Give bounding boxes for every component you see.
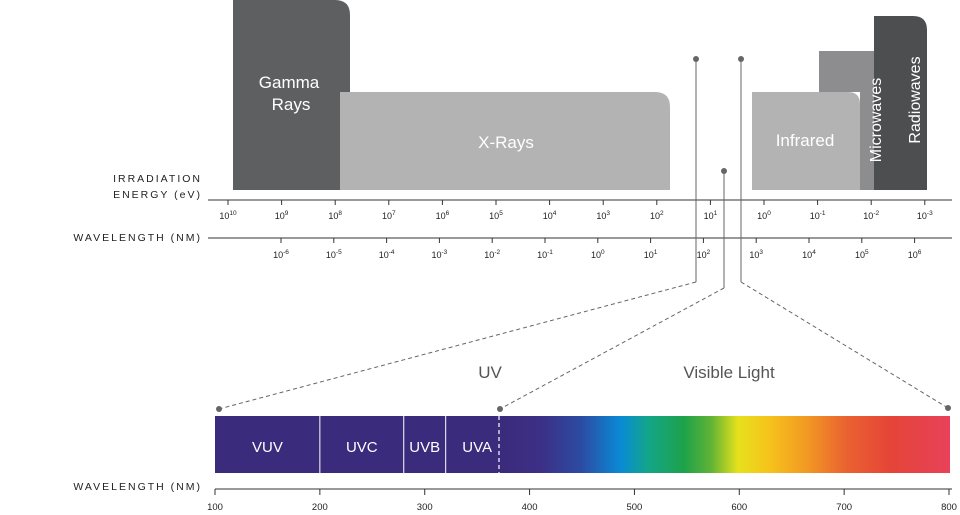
uv-band-label-uvb: UVB — [409, 439, 440, 456]
wavelength-axis-top-tick-label: 10-5 — [326, 249, 342, 260]
x-rays-band — [340, 92, 670, 190]
wavelength-axis-top-tick-label: 101 — [644, 249, 658, 260]
gamma-rays-band — [233, 0, 350, 190]
wavelength-axis-bottom-tick-label: 600 — [731, 502, 747, 513]
uv-leader-right — [499, 287, 725, 410]
uv-leader-left — [218, 281, 697, 410]
wavelength-axis-bottom-tick-label: 200 — [312, 502, 328, 513]
infrared-band — [752, 92, 860, 190]
gamma-rays-label-line2: Rays — [272, 95, 311, 114]
uv-band-label-vuv: VUV — [252, 439, 283, 456]
energy-axis-tick-label: 102 — [650, 210, 664, 221]
uv-marker-dot-left — [693, 56, 699, 62]
uv-end-dot — [497, 406, 503, 412]
uv-band-vuv — [215, 416, 320, 473]
wavelength-axis-bottom-ticks: 100 200 300 400 500 600 700 800 — [207, 489, 957, 513]
wavelength-axis-top-tick-label: 10-6 — [273, 249, 289, 260]
radiowaves-label: Radiowaves — [907, 56, 924, 143]
uv-callout — [218, 60, 949, 410]
energy-axis-tick-label: 104 — [543, 210, 557, 221]
uv-band-uvb — [403, 416, 446, 473]
wavelength-axis-bottom-tick-label: 400 — [522, 502, 538, 513]
infrared-label: Infrared — [776, 131, 835, 150]
visible-spectrum-gradient — [499, 416, 950, 473]
uv-bands: VUV UVC UVB UVA — [215, 416, 509, 473]
wavelength-axis-top-tick-label: 10-4 — [379, 249, 395, 260]
x-rays-label: X-Rays — [478, 133, 534, 152]
wavelength-axis-top-tick-label: 102 — [697, 249, 711, 260]
energy-axis-tick-label: 10-3 — [917, 210, 933, 221]
wavelength-axis-bottom-tick-label: 500 — [626, 502, 642, 513]
uv-band-label-uva: UVA — [462, 439, 492, 456]
gamma-rays-label-line1: Gamma — [259, 73, 320, 92]
microwaves-band — [819, 51, 874, 190]
wavelength-axis-top-tick-label: 100 — [591, 249, 605, 260]
wavelength-axis-top-tick-label: 104 — [802, 249, 816, 260]
energy-axis-tick-label: 100 — [757, 210, 771, 221]
uv-anchor-dot — [216, 406, 222, 412]
wavelength-axis-top-tick-label: 10-1 — [537, 249, 553, 260]
energy-axis-title-line2: ENERGY (eV) — [113, 189, 202, 201]
wavelength-axis-top-tick-label: 103 — [749, 249, 763, 260]
wavelength-axis-top-tick-label: 105 — [855, 249, 869, 260]
radiowaves-band — [874, 16, 927, 190]
energy-axis-tick-label: 1010 — [219, 210, 237, 221]
energy-axis-tick-label: 107 — [382, 210, 396, 221]
energy-axis-tick-label: 10-2 — [863, 210, 879, 221]
microwaves-label: Microwaves — [868, 78, 885, 162]
energy-axis-tick-label: 106 — [436, 210, 450, 221]
uv-region-label: UV — [478, 363, 502, 382]
energy-axis-title-line1: IRRADIATION — [113, 173, 202, 185]
wavelength-axis-top-ticks: 10-6 10-5 10-4 10-3 10-2 10-1 100 101 102 103 104 1… — [273, 238, 922, 260]
visible-marker-dot — [738, 56, 744, 62]
visible-end-dot — [945, 405, 951, 411]
uv-band-uvc — [319, 416, 404, 473]
energy-axis-tick-label: 101 — [704, 210, 718, 221]
wavelength-axis-bottom-tick-label: 800 — [941, 502, 957, 513]
wavelength-axis-bottom-title: WAVELENGTH (NM) — [73, 481, 202, 493]
uv-marker-dot-right — [721, 168, 727, 174]
wavelength-axis-top-tick-label: 10-2 — [484, 249, 500, 260]
visible-light-region-label: Visible Light — [683, 363, 775, 382]
uv-band-label-uvc: UVC — [346, 439, 378, 456]
wavelength-axis-top-tick-label: 10-3 — [432, 249, 448, 260]
wavelength-axis-bottom-tick-label: 700 — [836, 502, 852, 513]
wavelength-axis-bottom-tick-label: 100 — [207, 502, 223, 513]
energy-axis-tick-label: 103 — [596, 210, 610, 221]
spectrum-bands — [233, 0, 927, 190]
visible-leader — [740, 281, 949, 409]
callout-dots — [216, 56, 951, 412]
wavelength-axis-top-tick-label: 106 — [908, 249, 922, 260]
energy-axis-tick-label: 105 — [489, 210, 503, 221]
uv-band-uva — [445, 416, 509, 473]
energy-axis-tick-label: 108 — [328, 210, 342, 221]
energy-axis-ticks: 1010 109 108 107 106 105 104 103 102 101 100 10-1 10… — [219, 200, 933, 221]
energy-axis-tick-label: 10-1 — [810, 210, 826, 221]
wavelength-axis-top-title: WAVELENGTH (NM) — [73, 232, 202, 244]
wavelength-axis-bottom-tick-label: 300 — [417, 502, 433, 513]
energy-axis-tick-label: 109 — [275, 210, 289, 221]
